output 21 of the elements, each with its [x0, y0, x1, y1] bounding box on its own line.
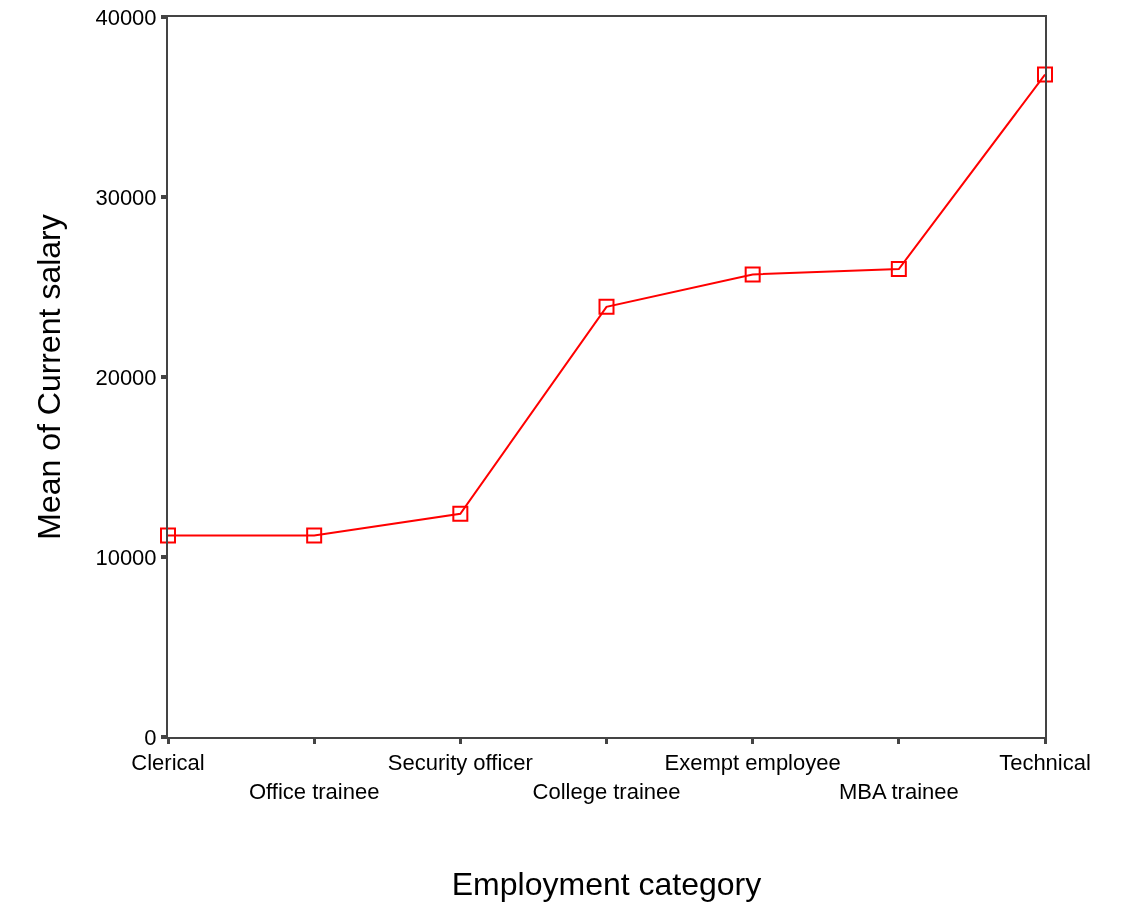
y-tick-label: 0: [144, 724, 157, 750]
point: [306, 527, 323, 544]
x-tick-label: Exempt employee: [664, 750, 841, 776]
x-tick-label: Office trainee: [248, 779, 380, 804]
x-tick-label: Clerical: [131, 750, 205, 776]
y-tick-label: 30000: [95, 184, 157, 210]
point: [1037, 66, 1053, 83]
y-tick-label: 40000: [95, 4, 157, 30]
point: [744, 266, 761, 283]
point: [890, 261, 907, 277]
point: [598, 298, 615, 315]
x-tick-label: Security officer: [387, 750, 533, 776]
x-axis-title: Employment category: [451, 866, 762, 903]
y-tick-label: 20000: [95, 364, 157, 390]
x-tick-label: Technical: [999, 750, 1091, 776]
y-tick-label: 10000: [95, 544, 157, 570]
point: [160, 527, 176, 544]
y-axis-title: Mean of Current salary: [31, 214, 68, 540]
x-tick-label: MBA trainee: [838, 779, 959, 804]
point: [452, 505, 469, 522]
x-tick-label: College trainee: [532, 779, 681, 804]
